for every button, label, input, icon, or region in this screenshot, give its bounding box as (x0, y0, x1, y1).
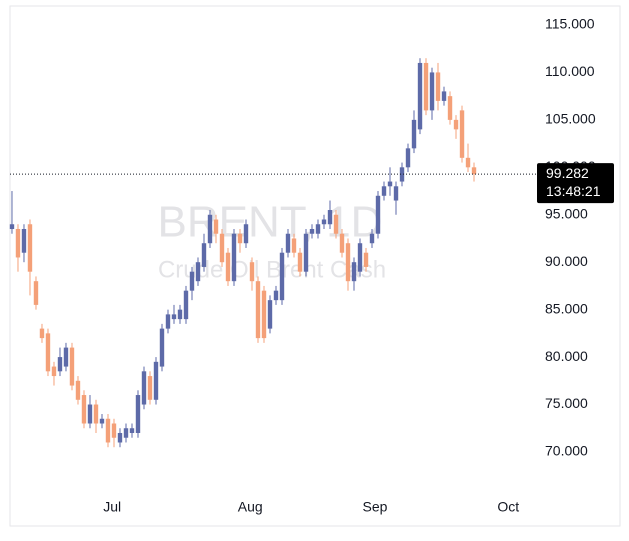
candle-body (285, 233, 291, 253)
y-tick-label: 115.000 (545, 16, 595, 32)
candle-body (207, 214, 213, 244)
candle-body (351, 262, 357, 282)
candle-body (225, 252, 231, 282)
candle-body (141, 371, 147, 405)
candle-body (105, 418, 111, 443)
candle-body (21, 228, 27, 253)
candle-body (171, 314, 177, 320)
y-tick-label: 90.000 (545, 253, 588, 269)
candle-body (195, 262, 201, 282)
y-tick-label: 110.000 (545, 63, 595, 79)
candle-body (291, 238, 297, 253)
candle-body (435, 72, 441, 101)
candle-body (69, 347, 75, 386)
candle-body (201, 243, 207, 267)
candle-body (357, 243, 363, 272)
price-label-box (537, 163, 614, 204)
candle-body (273, 290, 279, 301)
x-tick-label: Sep (363, 499, 388, 515)
candle-body (117, 432, 123, 443)
x-tick-label: Jul (103, 499, 121, 515)
y-tick-label: 75.000 (545, 395, 588, 411)
candle-body (267, 300, 273, 329)
candle-body (387, 181, 393, 187)
candle-body (249, 262, 255, 282)
candle-body (33, 281, 39, 305)
candle-body (111, 423, 117, 438)
candle-body (15, 228, 21, 258)
candle-body (453, 119, 459, 130)
candle-body (393, 186, 399, 201)
candle-body (135, 395, 141, 433)
y-tick-label: 105.000 (545, 111, 596, 127)
candle-body (471, 167, 477, 175)
candle-body (123, 428, 129, 438)
y-tick-label: 80.000 (545, 348, 588, 364)
price-label: 99.282 (546, 165, 589, 181)
x-tick-label: Oct (497, 499, 519, 515)
y-tick-label: 85.000 (545, 300, 588, 316)
candle-body (411, 119, 417, 149)
candle-body (459, 110, 465, 158)
candle-body (315, 224, 321, 234)
candle-body (165, 314, 171, 329)
candle-body (261, 290, 267, 339)
candle-body (363, 252, 369, 267)
candle-body (213, 219, 219, 234)
candle-body (39, 328, 45, 339)
candle-body (447, 96, 453, 120)
candle-body (231, 233, 237, 282)
chart-frame (9, 5, 621, 527)
candle-body (75, 380, 81, 400)
candle-body (399, 167, 405, 182)
candle-body (87, 404, 93, 424)
candle-body (219, 233, 225, 263)
candle-body (375, 195, 381, 234)
candle-body (177, 309, 183, 320)
candle-body (57, 357, 63, 372)
x-tick-label: Aug (238, 499, 263, 515)
candle-body (405, 148, 411, 168)
candle-body (339, 233, 345, 253)
candle-body (9, 224, 15, 229)
candle-body (381, 186, 387, 196)
candle-body (237, 233, 243, 244)
price-countdown: 13:48:21 (546, 183, 601, 199)
candle-body (63, 347, 69, 367)
candle-body (159, 328, 165, 367)
candle-body (99, 418, 105, 424)
candle-body (465, 157, 471, 168)
candle-body (183, 290, 189, 320)
candle-body (147, 376, 153, 400)
candle-body (81, 395, 87, 424)
candle-body (129, 428, 135, 433)
candle-body (279, 252, 285, 301)
candle-body (255, 281, 261, 339)
candle-body (243, 224, 249, 244)
y-tick-label: 70.000 (545, 443, 588, 459)
watermark-title: BRENT, 1D (158, 198, 383, 247)
candle-body (423, 62, 429, 111)
candle-body (345, 243, 351, 282)
candle-body (303, 233, 309, 272)
candle-body (45, 333, 51, 372)
candle-body (309, 228, 315, 234)
candle-body (321, 219, 327, 225)
candle-body (297, 252, 303, 272)
candle-body (417, 62, 423, 130)
candle-body (189, 271, 195, 291)
candle-body (93, 404, 99, 424)
candle-body (51, 366, 57, 377)
y-tick-label: 95.000 (545, 205, 588, 221)
candle-body (429, 72, 435, 111)
candle-body (441, 91, 447, 101)
candle-body (333, 214, 339, 234)
candle-body (369, 233, 375, 244)
candle-body (327, 210, 333, 225)
candle-body (27, 224, 33, 272)
candle-body (153, 361, 159, 400)
